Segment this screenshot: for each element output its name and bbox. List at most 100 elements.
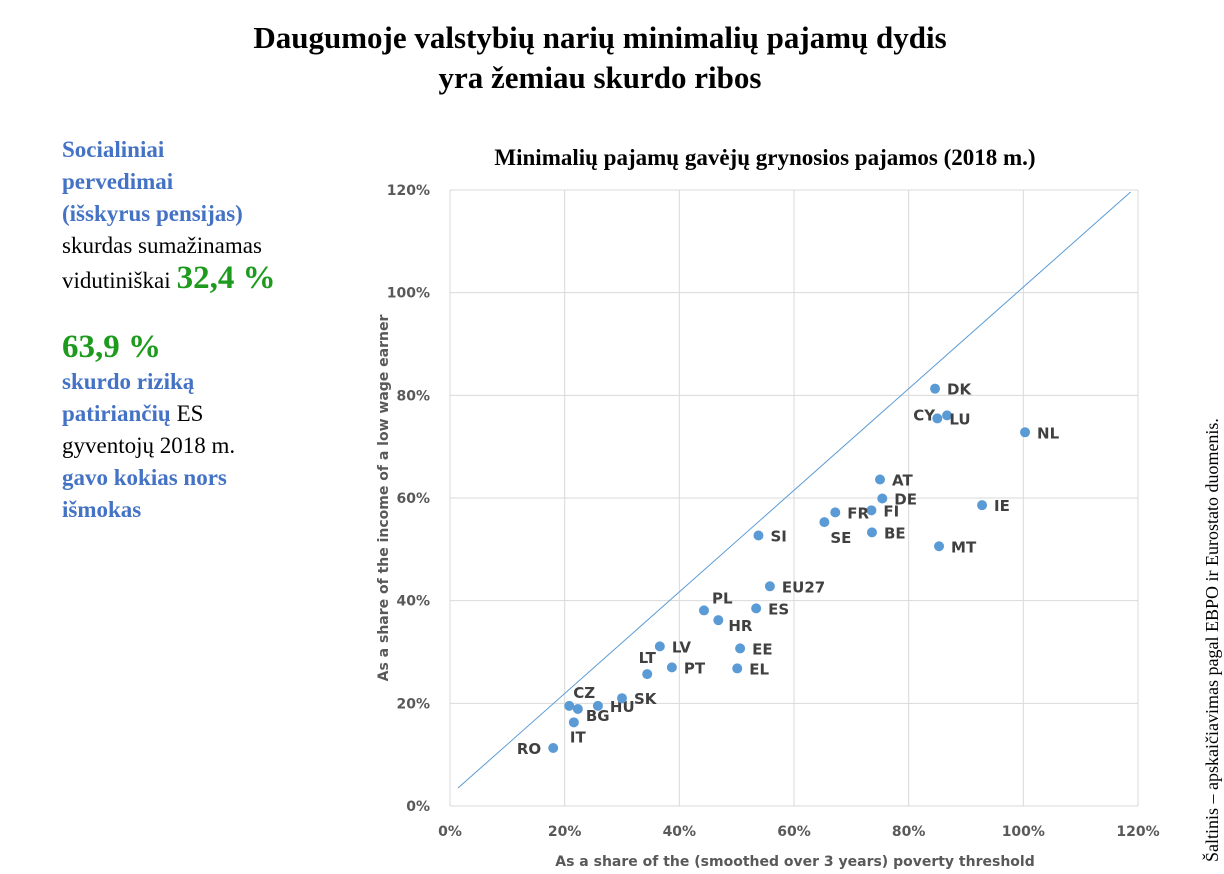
point xyxy=(548,742,559,753)
y-axis-title: As a share of the income of a low wage e… xyxy=(376,315,392,682)
sidebar: Socialiniai pervedimai (išskyrus pensijas)… xyxy=(62,134,352,560)
text-line: (išskyrus pensijas) xyxy=(62,198,352,230)
chart-title: Minimalių pajamų gavėjų grynosios pajamo… xyxy=(494,145,1035,170)
point-label: SK xyxy=(634,690,658,708)
point xyxy=(642,669,653,680)
text-line: Socialiniai xyxy=(62,134,352,166)
x-tick-label: 40% xyxy=(663,824,697,840)
point-label: SE xyxy=(830,529,851,547)
x-tick-label: 0% xyxy=(438,824,462,840)
point-label: HR xyxy=(728,617,753,635)
point-label: BG xyxy=(586,707,610,725)
point xyxy=(572,703,583,714)
point xyxy=(877,493,888,504)
y-tick-label: 120% xyxy=(387,183,430,199)
y-tick-label: 100% xyxy=(387,286,430,302)
point xyxy=(617,693,627,704)
reference-line xyxy=(457,191,1131,789)
text-line: skurdas sumažinamas xyxy=(62,230,352,262)
point-label: LV xyxy=(672,638,691,656)
text-line: 63,9 % xyxy=(62,331,352,366)
point xyxy=(732,663,743,674)
point-label: EE xyxy=(752,640,773,658)
text-line: skurdo riziką xyxy=(62,366,352,398)
page-title: yra žemiau skurdo ribos xyxy=(439,60,762,95)
point xyxy=(666,662,677,673)
y-tick-label: 40% xyxy=(396,594,430,610)
y-tick-label: 0% xyxy=(406,799,430,815)
point xyxy=(564,700,575,711)
text-line: patiriančių ES xyxy=(62,398,352,430)
point xyxy=(942,410,953,421)
point xyxy=(866,505,877,516)
point xyxy=(1020,427,1031,438)
point-label: SI xyxy=(770,527,786,545)
point-label: AT xyxy=(892,472,913,490)
point xyxy=(713,615,724,626)
text-segment: ES xyxy=(176,401,204,426)
point-label: LU xyxy=(949,410,970,428)
text-segment: gavo kokias nors xyxy=(62,465,227,490)
point-label: NL xyxy=(1037,424,1060,442)
text-block: 63,9 % skurdo riziką patiriančių ES gyventoj… xyxy=(62,331,352,526)
text-segment: 63,9 % xyxy=(62,329,161,365)
text-segment: gyventojų 2018 m. xyxy=(62,433,236,458)
text-line: išmokas xyxy=(62,494,352,526)
point xyxy=(751,603,762,614)
point-label: FR xyxy=(847,504,869,522)
point xyxy=(977,500,988,511)
text-line: vidutiniškai 32,4 % xyxy=(62,262,352,297)
point-label: ES xyxy=(768,600,789,618)
point xyxy=(934,541,945,552)
text-line: gyventojų 2018 m. xyxy=(62,430,352,462)
point xyxy=(753,530,764,541)
x-tick-label: 20% xyxy=(548,824,582,840)
point xyxy=(698,605,709,616)
point xyxy=(654,641,665,652)
text-segment: 32,4 % xyxy=(176,260,276,296)
point-label: HU xyxy=(610,698,635,716)
y-tick-label: 60% xyxy=(396,491,430,507)
point xyxy=(866,527,877,538)
page-title: Daugumoje valstybių narių minimalių paja… xyxy=(253,20,946,55)
x-tick-label: 120% xyxy=(1116,824,1159,840)
y-tick-label: 20% xyxy=(396,696,430,712)
text-segment: skurdo riziką xyxy=(62,369,195,394)
point xyxy=(735,643,746,654)
text-line: gavo kokias nors xyxy=(62,462,352,494)
x-tick-label: 60% xyxy=(777,824,811,840)
point-label: CY xyxy=(913,406,936,424)
point xyxy=(830,507,841,518)
point-label: FI xyxy=(883,502,899,520)
point xyxy=(875,474,885,485)
point-label: IE xyxy=(994,497,1010,515)
point-label: PT xyxy=(684,659,706,677)
x-tick-label: 80% xyxy=(892,824,926,840)
text-segment: vidutiniškai xyxy=(62,268,171,293)
text-block: Socialiniai pervedimai (išskyrus pensijas)… xyxy=(62,134,352,297)
point xyxy=(592,700,603,711)
point-label: PL xyxy=(712,589,733,607)
point-label: CZ xyxy=(573,684,595,702)
text-segment: skurdas sumažinamas xyxy=(62,233,262,258)
point xyxy=(932,413,943,424)
source-note: Šaltinis – apskaičiavimas pagal EBPO ir … xyxy=(1201,418,1222,862)
point-label: BE xyxy=(884,524,906,542)
point-label: EU27 xyxy=(782,578,825,596)
point-label: EL xyxy=(749,660,769,678)
point xyxy=(568,717,579,728)
point xyxy=(819,517,830,528)
x-tick-label: 100% xyxy=(1002,824,1045,840)
point-label: MT xyxy=(951,538,977,556)
point-label: DK xyxy=(947,381,972,399)
text-segment: pervedimai xyxy=(62,169,174,194)
point xyxy=(764,581,775,592)
point-label: IT xyxy=(570,728,587,746)
text-segment: Socialiniai xyxy=(62,137,165,162)
y-tick-label: 80% xyxy=(396,388,430,404)
point xyxy=(930,383,941,394)
text-segment: išmokas xyxy=(62,497,142,522)
point-label: DE xyxy=(894,491,917,509)
